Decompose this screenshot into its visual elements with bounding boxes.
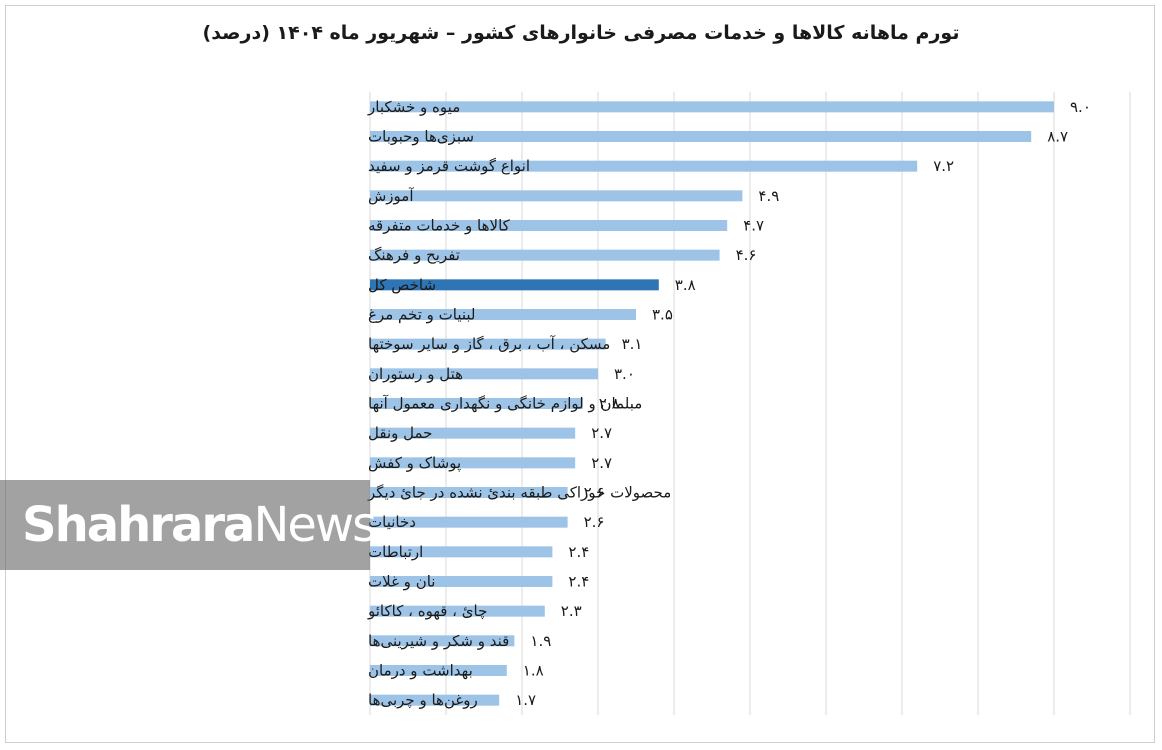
bar [370, 398, 583, 409]
label-layer: میوه و خشکبار ۹.۰ سبزی‌ها وحبوبات ۸.۷ انواع … [367, 98, 1091, 709]
data-label: ۱.۸ [523, 662, 544, 680]
watermark-logo: ShahraraNews [22, 497, 377, 553]
bar [370, 546, 553, 558]
bar [370, 249, 720, 261]
data-label: ۳.۱ [622, 335, 643, 353]
bar [370, 576, 553, 587]
bar [370, 220, 728, 231]
data-label: ۲.۴ [568, 573, 589, 591]
category-label: انواع گوشت قرمز و سفید [368, 157, 530, 175]
category-label: چایٔ ، قهوه ، کاکائو [367, 602, 487, 620]
data-label: ۲.۷ [591, 454, 612, 472]
data-label: ۲.۳ [561, 602, 582, 620]
bar [370, 487, 568, 498]
bar [370, 160, 918, 172]
bar-layer [370, 101, 1054, 706]
data-label: ۲.۶ [584, 513, 605, 531]
category-label: سبزی‌ها وحبوبات [368, 128, 474, 146]
category-label: کالاها و خدمات متفرقه [368, 217, 511, 235]
chart-title: تورم ماهانه کالاها و خدمات مصرفی خانواره… [202, 22, 960, 44]
watermark-part2: News [253, 497, 377, 553]
data-label: ۳.۸ [675, 276, 696, 294]
category-label: نان و غلات [368, 573, 435, 591]
bar [370, 190, 743, 202]
data-label: ۴.۹ [758, 187, 779, 205]
grid-layer [369, 92, 1131, 715]
bar [370, 457, 576, 469]
data-label: ۲.۴ [568, 543, 589, 561]
bar [370, 665, 507, 676]
category-label: مبلمان و لوازم خانگی و نگهداری معمول آنه… [368, 395, 642, 413]
data-label: ۷.۲ [933, 157, 954, 175]
data-label: ۴.۷ [743, 217, 764, 235]
chart-frame [5, 5, 1155, 743]
data-label: ۳.۰ [614, 365, 635, 383]
category-label: روغن‌ها و چربی‌ها [368, 691, 478, 709]
category-label: هتل و رستوران [368, 365, 463, 383]
watermark-band [0, 480, 370, 570]
category-label: دخانیات [368, 513, 416, 531]
bar [370, 101, 1054, 113]
data-label: ۴.۶ [736, 246, 757, 264]
category-label: محصولات خوراکی طبقه بندیٔ نشده در جایٔ د… [367, 484, 671, 502]
category-label: بهداشت و درمان [368, 662, 473, 680]
category-label: لبنیات و تخم مرغ [368, 306, 476, 324]
bar [370, 635, 515, 647]
watermark-part1: Shahrara [22, 497, 255, 553]
category-label: تفریح و فرهنگ [368, 246, 460, 264]
bar [370, 368, 598, 380]
bar [370, 279, 659, 291]
category-label: مسکن ، آب ، برق ، گاز و سایر سوختها [368, 335, 610, 353]
bar [370, 516, 568, 528]
category-label: شاخص کل [368, 276, 436, 294]
data-label: ۱.۹ [530, 632, 551, 650]
bar [370, 338, 606, 350]
category-label: آموزش [368, 187, 414, 205]
data-label: ۹.۰ [1070, 98, 1091, 116]
category-label: قند و شکر و شیرینی‌ها [368, 632, 509, 650]
data-label: ۲.۸ [599, 395, 620, 413]
data-label: ۲.۶ [584, 484, 605, 502]
category-label: ارتباطات [368, 543, 423, 561]
data-label: ۱.۷ [515, 691, 536, 709]
category-label: میوه و خشکبار [367, 98, 460, 116]
category-label: حمل ونقل [368, 424, 432, 442]
bar [370, 605, 545, 617]
data-label: ۲.۷ [591, 424, 612, 442]
bar [370, 309, 636, 320]
bar [370, 131, 1032, 142]
data-label: ۸.۷ [1047, 128, 1068, 146]
category-label: پوشاک و کفش [368, 454, 461, 473]
bar [370, 427, 576, 439]
bar [370, 694, 500, 706]
data-label: ۳.۵ [652, 306, 673, 324]
